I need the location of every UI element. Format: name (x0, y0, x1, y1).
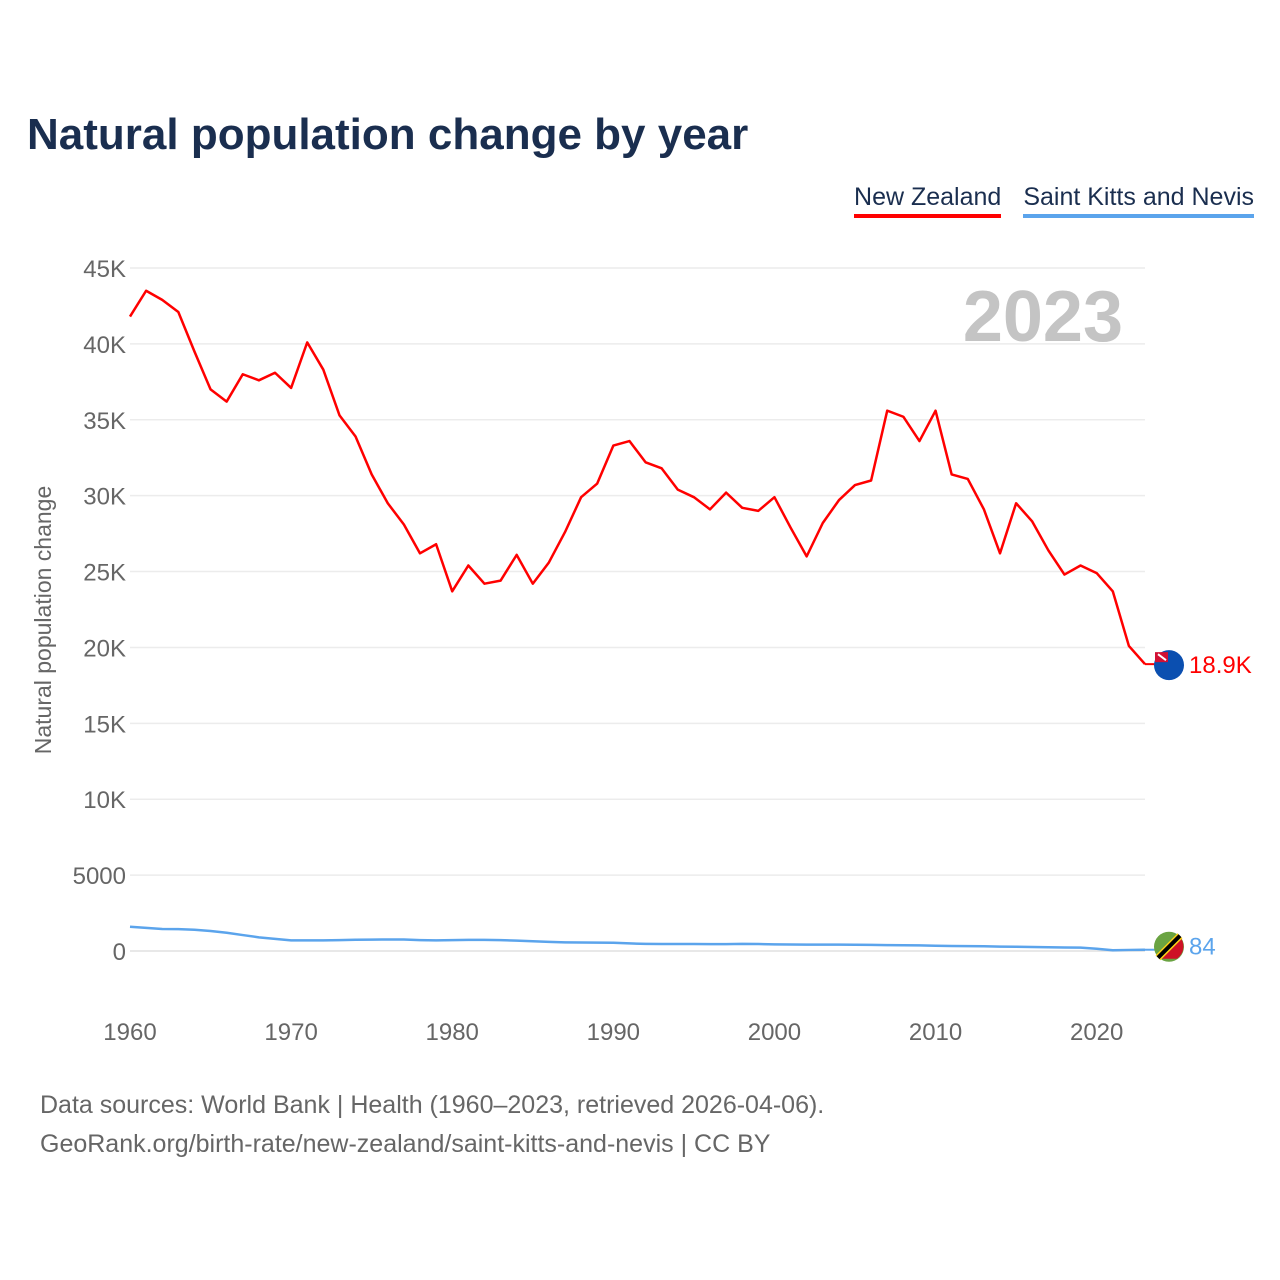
y-tick-label: 0 (113, 939, 126, 966)
x-tick-label: 2000 (748, 1019, 801, 1046)
y-tick-label: 20K (83, 635, 126, 662)
y-tick-label: 35K (83, 408, 126, 435)
y-tick-label: 10K (83, 787, 126, 814)
y-tick-label: 25K (83, 560, 126, 587)
x-tick-label: 1960 (103, 1019, 156, 1046)
x-tick-label: 1970 (264, 1019, 317, 1046)
y-tick-label: 30K (83, 484, 126, 511)
series-line-new-zealand (128, 289, 1146, 665)
series-line-saint-kitts-and-nevis (129, 925, 1146, 952)
flag-cross (1157, 653, 1167, 661)
x-tick-label: 1980 (426, 1019, 479, 1046)
data-source-note: Data sources: World Bank | Health (1960–… (40, 1091, 825, 1119)
legend-item-new-zealand[interactable]: New Zealand (854, 183, 1002, 218)
flag-black-band (1156, 934, 1182, 960)
x-tick-label: 2020 (1070, 1019, 1123, 1046)
y-tick-label: 40K (83, 332, 126, 359)
x-tick-label: 2010 (909, 1019, 962, 1046)
x-tick-label: 1990 (587, 1019, 640, 1046)
y-axis-label: Natural population change (30, 486, 56, 755)
legend-item-saint-kitts-and-nevis[interactable]: Saint Kitts and Nevis (1023, 183, 1254, 218)
y-tick-label: 15K (83, 711, 126, 738)
footer: Data sources: World Bank | Health (1960–… (40, 1086, 824, 1164)
end-value-label: 18.9K (1189, 652, 1252, 679)
chart-title: Natural population change by year (27, 110, 749, 159)
year-watermark: 2023 (963, 277, 1123, 357)
y-tick-label: 45K (83, 256, 126, 283)
y-tick-label: 5000 (73, 863, 126, 890)
end-value-label: 84 (1189, 934, 1216, 961)
source-link[interactable]: GeoRank.org/birth-rate/new-zealand/saint… (40, 1130, 771, 1158)
legend: New Zealand Saint Kitts and Nevis (854, 183, 1254, 218)
